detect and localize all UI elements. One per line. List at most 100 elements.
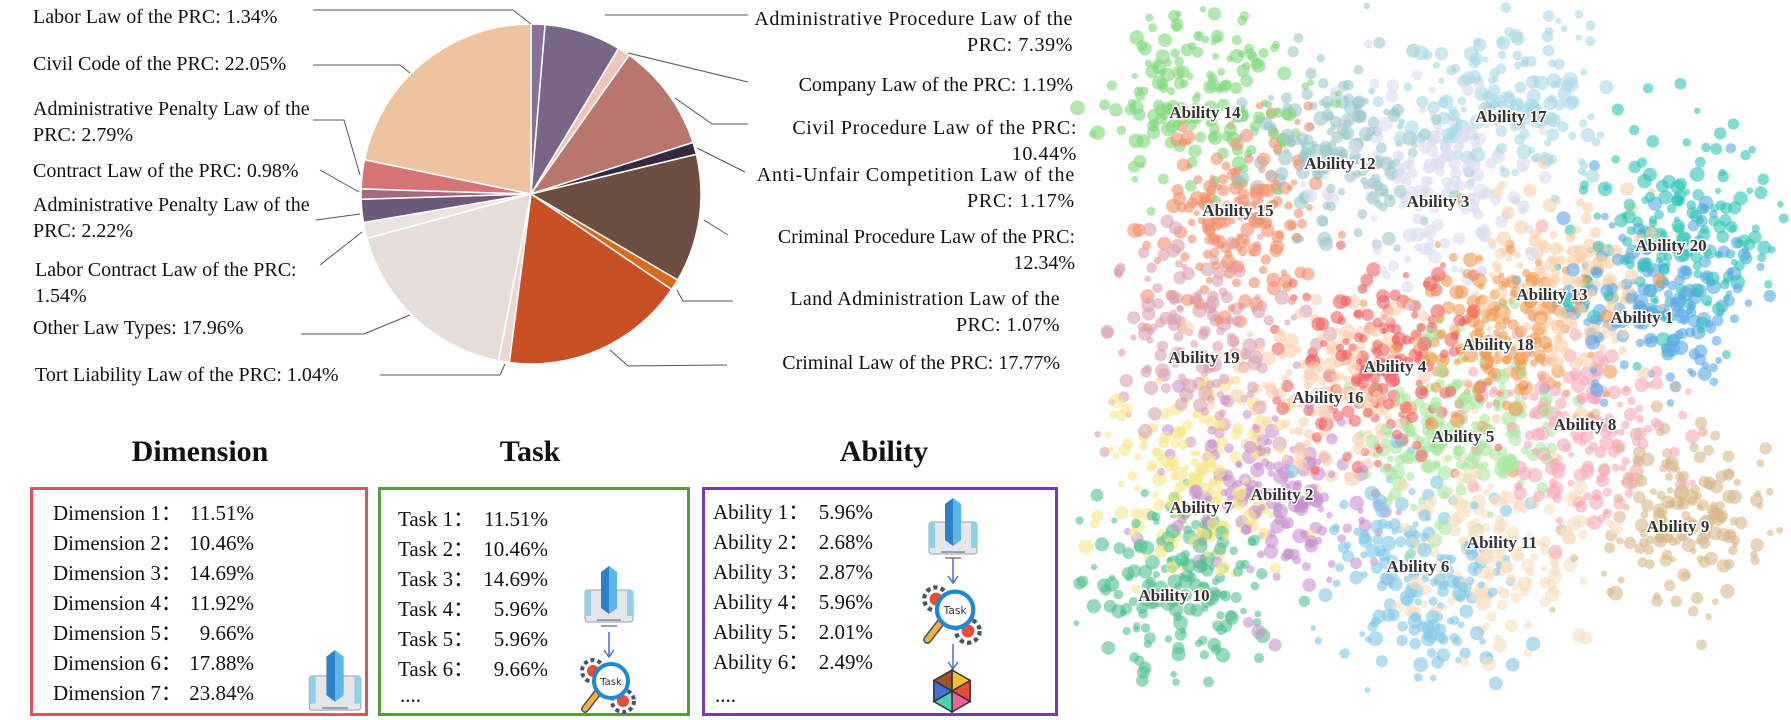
scatter-point xyxy=(1568,451,1575,458)
scatter-point xyxy=(1642,83,1654,94)
scatter-point xyxy=(1193,91,1201,99)
scatter-point xyxy=(1512,500,1526,514)
scatter-point xyxy=(1740,149,1751,161)
cluster-label: Ability 4 xyxy=(1364,357,1427,376)
pie-label-admin-procedure: Administrative Procedure Law of the PRC:… xyxy=(754,8,1073,56)
scatter-point xyxy=(1570,554,1579,563)
scatter-point xyxy=(1708,363,1719,373)
scatter-point xyxy=(1498,490,1514,506)
scatter-point xyxy=(1172,612,1183,622)
cluster-label: Ability 6 xyxy=(1387,557,1450,576)
scatter-point xyxy=(1445,64,1457,76)
scatter-point xyxy=(1589,226,1602,239)
scatter-point xyxy=(1358,516,1366,525)
row-value: 17.88% xyxy=(189,651,254,675)
scatter-point xyxy=(1751,224,1760,233)
task-row: Task 4： 5.96% xyxy=(398,596,548,622)
scatter-point xyxy=(1373,459,1382,468)
scatter-point xyxy=(1637,557,1648,568)
scatter-point xyxy=(1672,304,1685,318)
scatter-point xyxy=(1438,77,1445,85)
scatter-point xyxy=(1167,490,1183,505)
scatter-point xyxy=(1385,89,1399,103)
scatter-point xyxy=(1481,461,1489,469)
scatter-point xyxy=(1430,475,1444,489)
scatter-point xyxy=(1634,455,1645,467)
scatter-point xyxy=(1671,219,1685,233)
scatter-point xyxy=(1593,212,1602,221)
scatter-point xyxy=(1508,28,1523,43)
scatter-point xyxy=(1554,99,1566,111)
scatter-point xyxy=(1386,455,1395,463)
scatter-point xyxy=(1222,532,1231,541)
scatter-point xyxy=(1217,184,1230,197)
scatter-point xyxy=(1342,119,1350,127)
scatter-point xyxy=(1414,45,1429,61)
scatter-point xyxy=(1311,317,1326,331)
scatter-point xyxy=(1293,33,1304,44)
scatter-point xyxy=(1445,486,1454,495)
scatter-point xyxy=(1698,556,1711,568)
scatter-point xyxy=(1076,575,1089,588)
scatter-point xyxy=(1088,129,1097,138)
scatter-point xyxy=(1387,194,1395,201)
scatter-point xyxy=(1217,448,1225,455)
scatter-point xyxy=(1335,240,1346,250)
scatter-point xyxy=(1431,656,1444,669)
scatter-point xyxy=(1561,274,1575,287)
scatter-point xyxy=(1546,427,1556,438)
scatter-point xyxy=(1609,520,1623,535)
scatter-point xyxy=(1152,297,1164,309)
scatter-point xyxy=(1183,479,1194,489)
scatter-point xyxy=(1717,245,1730,258)
scatter-point xyxy=(1358,430,1366,438)
scatter-point xyxy=(1497,110,1505,118)
scatter-point xyxy=(1694,156,1706,168)
scatter-point xyxy=(1241,351,1250,360)
scatter-point xyxy=(1694,492,1703,501)
task-row: Task 5： 5.96% xyxy=(398,626,548,652)
scatter-point xyxy=(1188,484,1203,499)
scatter-point xyxy=(1380,423,1393,436)
scatter-point xyxy=(1104,431,1112,439)
scatter-point xyxy=(1754,186,1768,200)
scatter-point xyxy=(1170,670,1178,678)
scatter-point xyxy=(1556,211,1571,226)
scatter-point xyxy=(1290,179,1298,186)
scatter-point xyxy=(1547,569,1563,584)
scatter-point xyxy=(1179,501,1194,516)
scatter-point xyxy=(1307,361,1322,376)
scatter-point xyxy=(1727,118,1740,130)
scatter-point xyxy=(1146,262,1157,274)
scatter-point xyxy=(1613,510,1626,524)
scatter-point xyxy=(1360,273,1374,287)
scatter-point xyxy=(1367,621,1378,632)
scatter-point xyxy=(1664,472,1673,482)
scatter-point xyxy=(1284,201,1293,210)
scatter-point xyxy=(1481,92,1491,102)
scatter-point xyxy=(1328,471,1336,479)
ability-row: Ability 6： 2.49% xyxy=(713,649,873,675)
scatter-point xyxy=(1487,76,1496,85)
scatter-point xyxy=(1689,479,1696,486)
pie-slice xyxy=(529,153,702,281)
scatter-point xyxy=(1141,297,1156,313)
row-value: 9.66% xyxy=(199,621,254,645)
scatter-point xyxy=(1423,158,1438,173)
scatter-point xyxy=(1656,179,1669,193)
scatter-point xyxy=(1157,248,1170,261)
scatter-point xyxy=(1323,357,1338,372)
scatter-point xyxy=(1206,185,1217,196)
scatter-point xyxy=(1463,509,1472,518)
scatter-point xyxy=(1247,381,1259,393)
scatter-point xyxy=(1243,43,1254,54)
ability-ellipsis: .... xyxy=(715,683,736,707)
row-label: Task 1： xyxy=(398,507,475,531)
scatter-point xyxy=(1187,234,1197,244)
scatter-point xyxy=(1722,489,1737,504)
scatter-point xyxy=(1756,459,1765,468)
scatter-point xyxy=(1457,96,1467,106)
scatter-point xyxy=(1621,475,1636,490)
row-label: Task 6： xyxy=(398,657,475,681)
scatter-point xyxy=(1213,542,1227,556)
